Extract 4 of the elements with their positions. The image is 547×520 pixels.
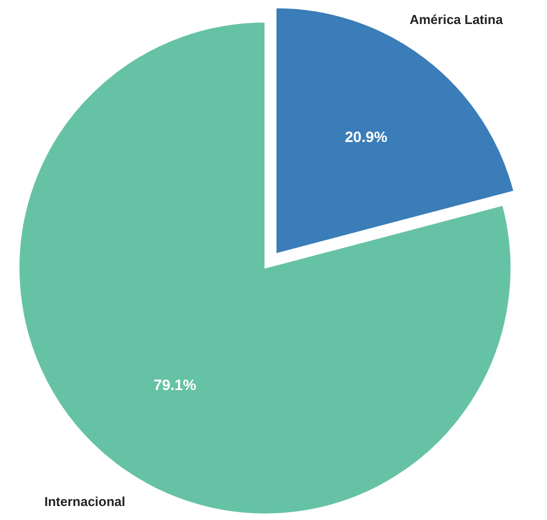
data-label: 79.1% — [154, 376, 196, 394]
slice-label: América Latina — [410, 12, 504, 27]
slice-label: Internacional — [44, 494, 126, 509]
data-label: 20.9% — [344, 128, 388, 146]
